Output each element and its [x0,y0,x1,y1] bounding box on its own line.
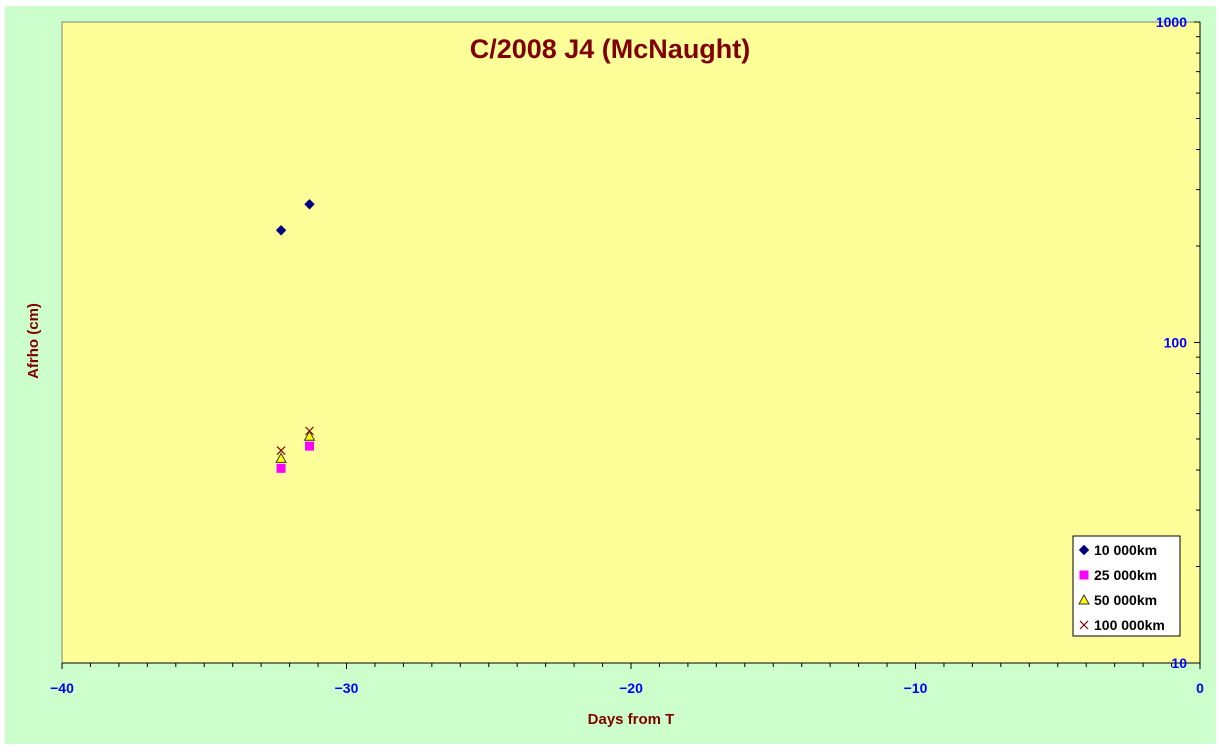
y-axis-title: Afrho (cm) [25,303,42,379]
data-point [276,446,286,456]
legend-marker [1079,620,1089,630]
legend-label: 100 000km [1094,617,1165,633]
legend: 10 000km 25 000km 50 000km 100 000km [1072,535,1181,637]
y-tick-label: 100 [1164,335,1188,351]
legend-label: 25 000km [1094,567,1157,583]
x-tick-label: −20 [619,680,643,696]
x-tick-label: −30 [335,680,359,696]
legend-entry: 100 000km [1079,617,1165,633]
legend-marker [1078,593,1090,605]
x-tick-label: 0 [1196,680,1204,696]
series-1 [275,199,315,236]
x-marker-stroke [276,446,286,456]
x-marker-stroke [305,426,314,436]
plot-area [61,21,1201,664]
chart-title: C/2008 J4 (McNaught) [470,34,751,64]
legend-marker [1078,544,1090,556]
data-point [303,430,316,441]
data-point [275,225,287,236]
x-tick-label: −10 [904,680,928,696]
x-tick-label: −40 [50,680,74,696]
series-4 [276,426,314,456]
y-tick-label: 10 [1171,655,1187,671]
x-axis-title: Days from T [588,711,675,728]
legend-entry: 25 000km [1079,567,1157,583]
legend-label: 10 000km [1094,542,1157,558]
legend-entry: 50 000km [1078,592,1157,608]
series-3 [275,430,316,463]
data-point [305,441,315,451]
legend-marker [1079,570,1089,580]
legend-box [1072,535,1181,637]
data-marks [275,199,316,473]
data-point [305,426,314,436]
legend-entry: 10 000km [1078,542,1157,558]
series-2 [276,441,315,473]
y-tick-label: 1000 [1156,14,1187,30]
legend-label: 50 000km [1094,592,1157,608]
data-point [276,463,286,473]
data-point [304,199,315,210]
x-marker-stroke [1079,620,1089,630]
data-point [275,452,287,463]
axes: −40 −30 −20 −10 0 10 100 1000 [50,14,1204,696]
